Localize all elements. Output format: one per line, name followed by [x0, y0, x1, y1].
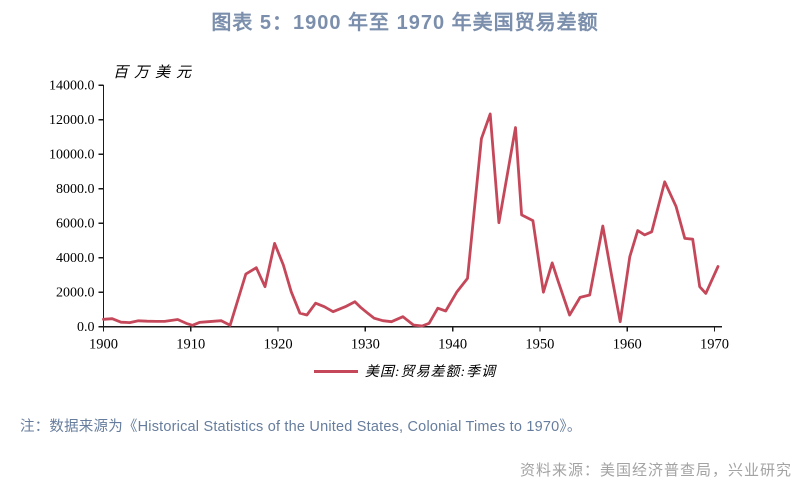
x-tick-label: 1960	[613, 337, 642, 353]
data-source: 资料来源：美国经济普查局，兴业研究	[519, 462, 792, 479]
x-tick-label: 1900	[89, 337, 118, 353]
y-tick-label: 10000.0	[49, 148, 95, 163]
y-tick-label: 14000.0	[49, 79, 95, 94]
x-tick-label: 1910	[176, 337, 205, 353]
x-tick-label: 1920	[264, 337, 293, 353]
legend-line-swatch	[313, 369, 358, 373]
y-axis-unit-label: 百万美元	[113, 65, 198, 81]
chart-title: 图表 5：1900 年至 1970 年美国贸易差额	[211, 12, 599, 34]
x-tick-label: 1970	[700, 337, 729, 353]
y-tick-label: 12000.0	[49, 113, 95, 128]
trade-balance-line	[102, 112, 720, 328]
y-tick-label: 0.0	[77, 320, 95, 335]
x-tick-label: 1930	[351, 337, 380, 353]
y-tick-label: 8000.0	[56, 182, 95, 197]
x-tick-label: 1940	[438, 337, 467, 353]
x-tick-label: 1950	[525, 337, 554, 353]
footnote: 注：数据来源为《Historical Statistics of the Uni…	[20, 419, 582, 435]
legend: 美国:贸易差额:季调	[0, 361, 810, 381]
y-tick-label: 6000.0	[56, 217, 95, 232]
legend-series-label: 美国:贸易差额:季调	[364, 365, 497, 380]
y-tick-label: 2000.0	[56, 286, 95, 301]
y-tick-label: 4000.0	[56, 251, 95, 266]
